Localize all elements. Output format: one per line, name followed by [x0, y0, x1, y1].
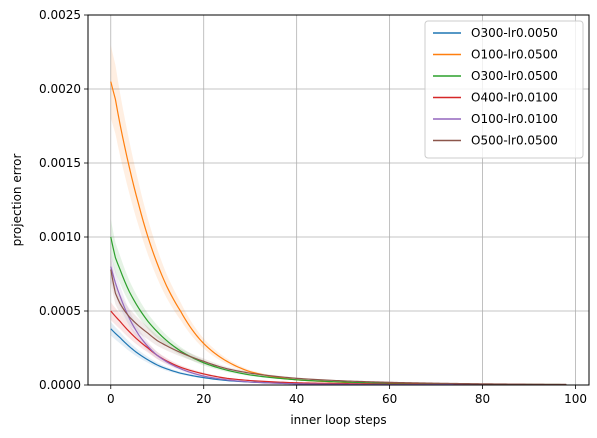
- legend-box: [424, 20, 584, 159]
- series-line-0: [110, 328, 567, 386]
- x-tick-label: 0: [107, 392, 115, 406]
- x-axis-label: inner loop steps: [290, 413, 386, 427]
- y-tick-label: 0.0000: [39, 378, 81, 392]
- y-axis-label: projection error: [10, 154, 24, 247]
- legend-label: O100-lr0.0500: [471, 48, 558, 62]
- x-tick-label: 60: [382, 392, 397, 406]
- legend-label: O300-lr0.0500: [471, 69, 558, 83]
- y-axis-ticks: 0.0000 0.0005 0.0010 0.0015 0.0020 0.0025: [39, 8, 88, 392]
- y-tick-label: 0.0025: [39, 8, 81, 22]
- y-tick-label: 0.0005: [39, 304, 81, 318]
- legend-label: O100-lr0.0100: [471, 112, 558, 126]
- legend: O300-lr0.0050 O100-lr0.0500 O300-lr0.0500 O…: [424, 20, 584, 159]
- x-tick-label: 100: [564, 392, 587, 406]
- x-axis-ticks: 0 20 40 60 80 100: [107, 385, 587, 406]
- x-tick-label: 40: [289, 392, 304, 406]
- series-line-5: [110, 269, 567, 386]
- legend-label: O500-lr0.0500: [471, 134, 558, 148]
- y-tick-label: 0.0010: [39, 230, 81, 244]
- plot-frame: [87, 14, 590, 386]
- y-tick-label: 0.0015: [39, 156, 81, 170]
- x-tick-label: 20: [196, 392, 211, 406]
- legend-label: O400-lr0.0100: [471, 91, 558, 105]
- x-tick-label: 80: [475, 392, 490, 406]
- y-tick-label: 0.0020: [39, 82, 81, 96]
- legend-label: O300-lr0.0050: [471, 26, 558, 40]
